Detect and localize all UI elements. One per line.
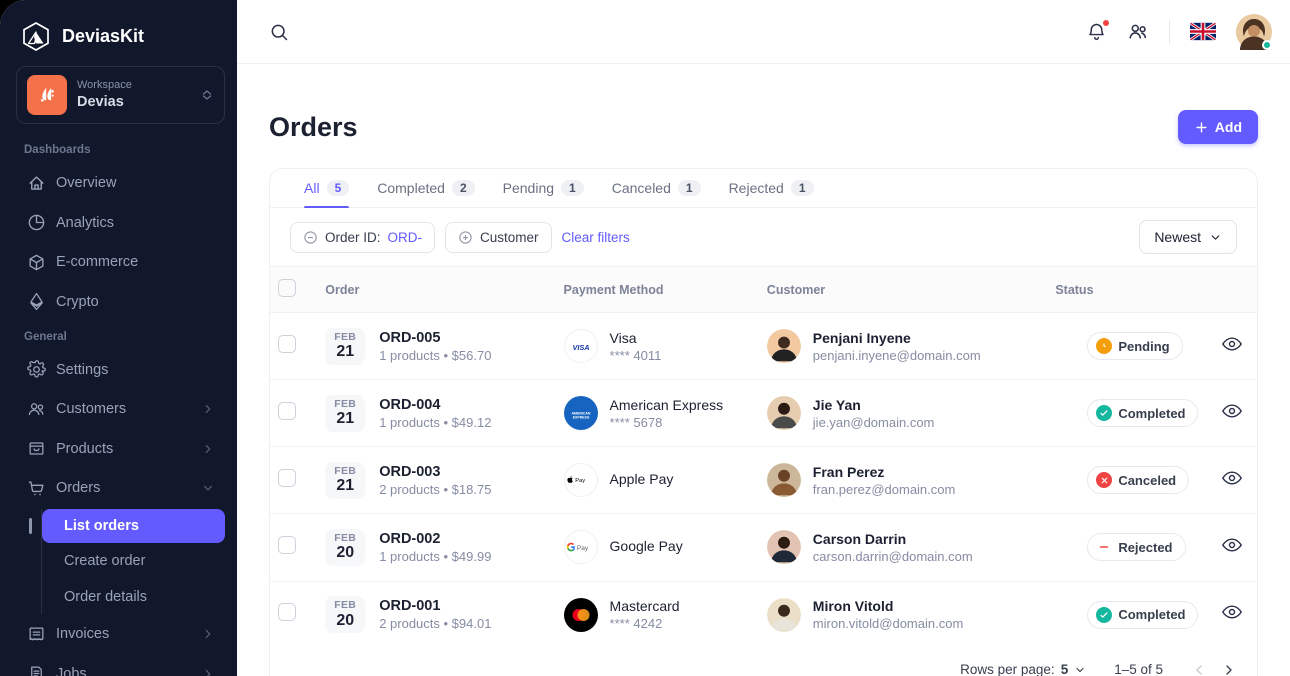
svg-text:Pay: Pay bbox=[576, 546, 588, 553]
svg-text:Pay: Pay bbox=[575, 478, 585, 484]
svg-text:VISA: VISA bbox=[572, 343, 589, 352]
svg-text:EXPRESS: EXPRESS bbox=[572, 416, 589, 420]
